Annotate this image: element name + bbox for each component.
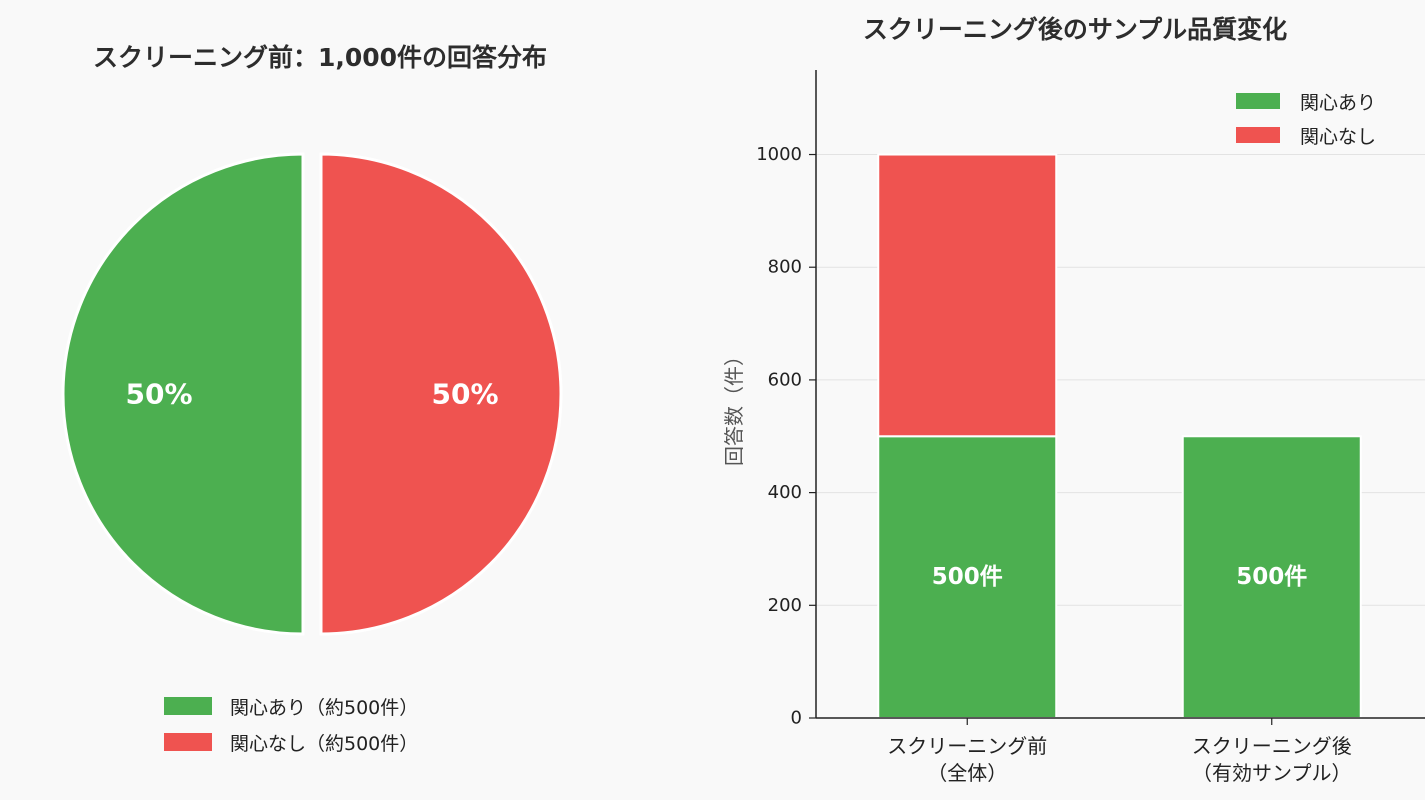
y-tick-label: 0 (791, 708, 802, 729)
y-tick-label: 1000 (756, 144, 802, 165)
pie-legend-swatch-interested (164, 697, 212, 715)
y-tick-label: 800 (768, 257, 802, 278)
pie-legend-label-interested: 関心あり（約500件） (230, 696, 419, 719)
bar-legend-item-not-interested: 関心なし (1236, 118, 1376, 152)
x-tick-label-0-1: （全体） (927, 761, 1007, 785)
pie-legend-label-not-interested: 関心なし（約500件） (230, 732, 419, 755)
pie-legend-swatch-not-interested (164, 733, 212, 751)
bar-legend-label-interested: 関心あり (1300, 91, 1377, 114)
bar-legend-item-interested: 関心あり (1236, 84, 1376, 118)
bar-0-1 (1181, 435, 1362, 719)
bar-legend-label-not-interested: 関心なし (1300, 125, 1377, 148)
x-tick-label-1-0: スクリーニング後 (1192, 734, 1352, 758)
x-tick-label-1-1: （有効サンプル） (1192, 761, 1351, 785)
pie-chart: 50% 50% (61, 152, 563, 636)
pie-slice-label-0: 50% (125, 378, 192, 411)
bar-legend-swatch-interested (1236, 93, 1280, 109)
bar-value-label-1: 500件 (1236, 564, 1307, 590)
pie-legend-item-not-interested: 関心なし（約500件） (164, 724, 418, 760)
pie-legend-item-interested: 関心あり（約500件） (164, 688, 418, 724)
bar-1-0 (877, 153, 1058, 438)
x-tick-label-0-0: スクリーニング前 (887, 734, 1047, 758)
y-tick-label: 400 (768, 482, 802, 503)
y-axis-label: 回答数（件） (722, 346, 746, 466)
pie-slice-1 (319, 152, 563, 636)
pie-chart-title: スクリーニング前：1,000件の回答分布 (92, 43, 548, 72)
bar-chart-panel: スクリーニング後のサンプル品質変化 0 200 400 600 800 1000 回答数（件… (640, 0, 1425, 800)
y-tick-label: 200 (768, 595, 802, 616)
y-tick-label: 600 (768, 369, 802, 390)
bar-legend-swatch-not-interested (1236, 127, 1280, 143)
pie-slice-label-1: 50% (431, 378, 498, 411)
bar-value-label-0: 500件 (932, 564, 1003, 590)
bar-legend: 関心あり 関心なし (1236, 84, 1376, 152)
bar-chart-title: スクリーニング後のサンプル品質変化 (862, 15, 1288, 44)
pie-slice-0 (61, 152, 305, 636)
pie-chart-panel: スクリーニング前：1,000件の回答分布 50% 50% 関心あり（約500件） … (0, 0, 640, 800)
pie-legend: 関心あり（約500件） 関心なし（約500件） (164, 688, 418, 760)
